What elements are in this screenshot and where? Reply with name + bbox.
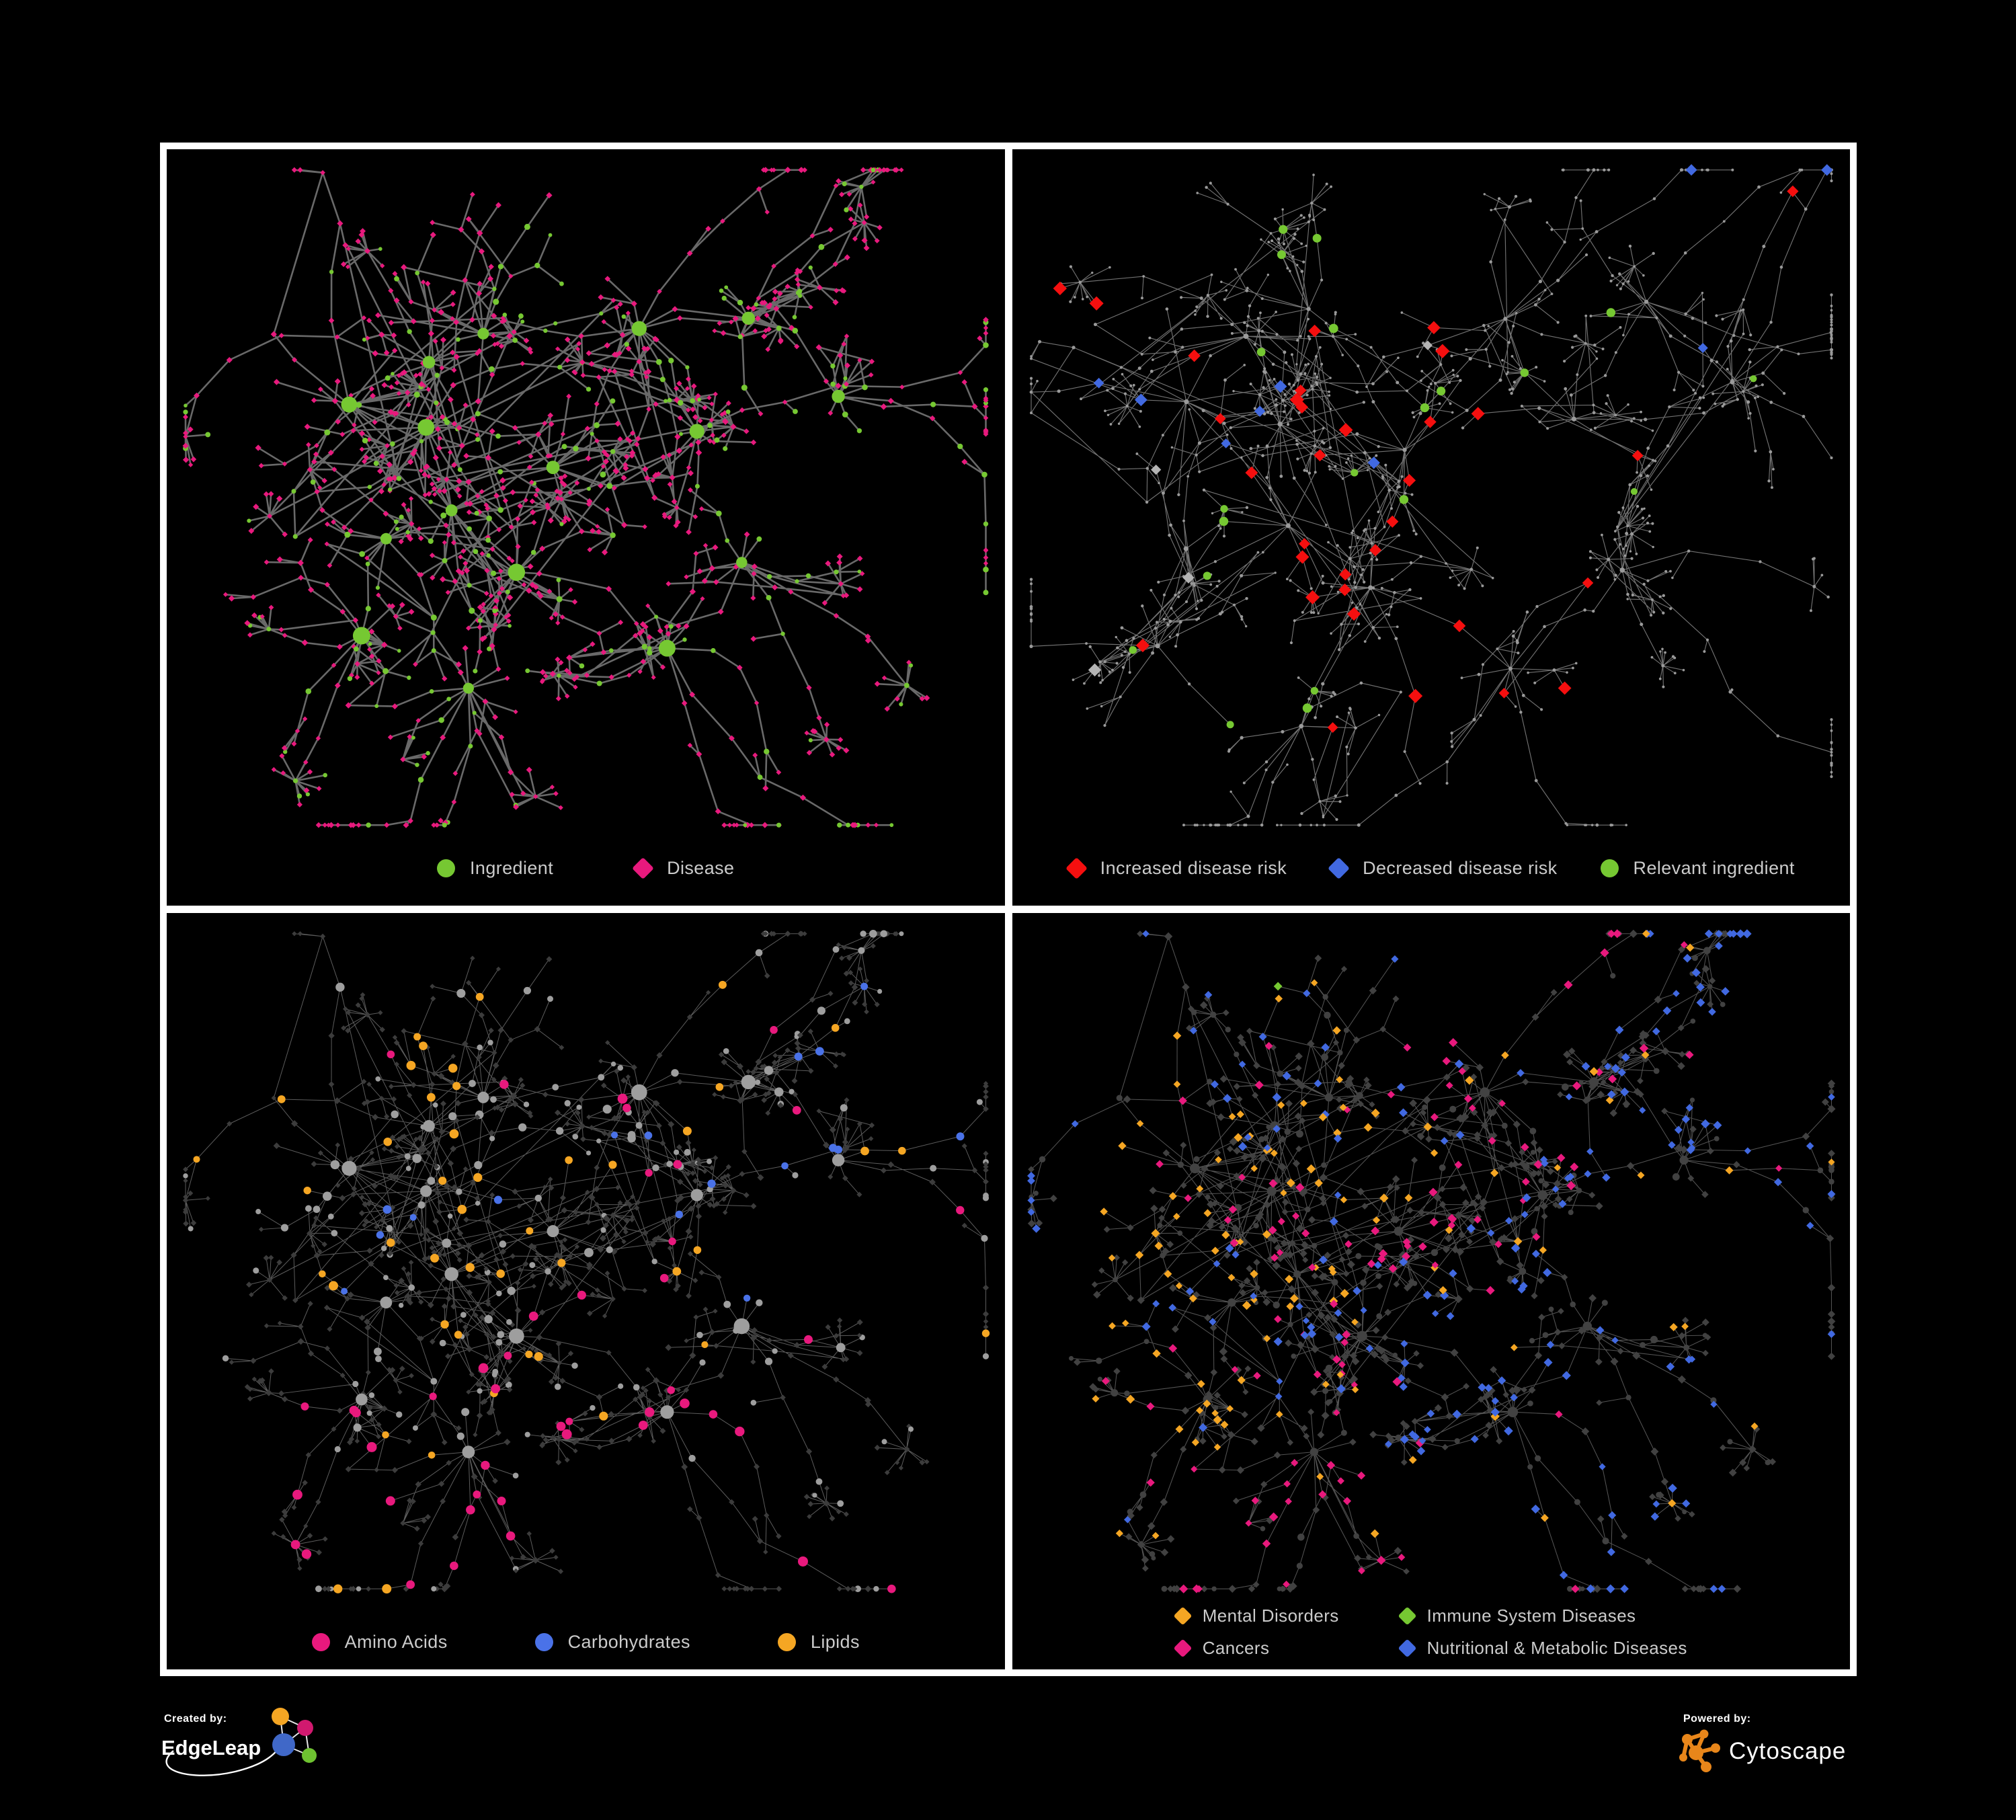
legend-label: Relevant ingredient [1633, 858, 1795, 878]
cytoscape-brand-text: Cytoscape [1729, 1738, 1846, 1764]
edgeleap-node-green [302, 1748, 317, 1763]
legend-label: Increased disease risk [1100, 858, 1287, 878]
ingredient-circle-icon [437, 859, 456, 877]
legend-disease-risk: Increased disease risk Decreased disease… [1012, 857, 1851, 879]
nutritional-metabolic-diamond-icon [1398, 1638, 1417, 1658]
cancers-diamond-icon [1173, 1638, 1193, 1658]
legend-item-ingredient: Ingredient [437, 858, 553, 879]
increased-risk-diamond-icon [1065, 857, 1088, 879]
legend-label: Disease [667, 858, 735, 878]
network-disease-category [1026, 929, 1836, 1593]
immune-system-diamond-icon [1398, 1606, 1417, 1626]
carbohydrates-circle-icon [534, 1633, 553, 1651]
legend-item-disease: Disease [632, 857, 735, 879]
legend-item-nutritional-metabolic-diseases: Nutritional & Metabolic Diseases [1398, 1638, 1687, 1659]
edgeleap-swoosh [165, 1741, 284, 1776]
legend-item-lipids: Lipids [777, 1632, 860, 1653]
legend-label: Lipids [810, 1632, 860, 1652]
legend-disease-category: Mental Disorders Immune System Diseases … [1012, 1606, 1851, 1659]
poster-frame: Ingredient Disease Increased disease ris… [160, 143, 1857, 1676]
legend-item-decreased-risk: Decreased disease risk [1328, 857, 1558, 879]
legend-label: Mental Disorders [1202, 1606, 1339, 1626]
edgeleap-node-pink [297, 1720, 313, 1736]
legend-item-immune-system-diseases: Immune System Diseases [1398, 1606, 1687, 1626]
legend-label: Nutritional & Metabolic Diseases [1426, 1638, 1687, 1658]
legend-item-mental-disorders: Mental Disorders [1173, 1606, 1339, 1626]
network-disease-risk [1029, 164, 1833, 827]
legend-ingredient-disease: Ingredient Disease [167, 857, 1005, 879]
legend-label: Carbohydrates [567, 1632, 690, 1652]
network-ingredient-disease [182, 166, 989, 828]
amino-acids-circle-icon [311, 1633, 330, 1651]
created-by-label: Created by: [164, 1713, 227, 1725]
disease-diamond-icon [632, 857, 655, 879]
network-ingredient-category [182, 929, 990, 1594]
legend-ingredient-category: Amino Acids Carbohydrates Lipids [167, 1632, 1005, 1653]
panel-disease-category: Mental Disorders Immune System Diseases … [1012, 913, 1851, 1669]
cytoscape-logo: Powered by: Cytoscape [1674, 1701, 1869, 1788]
legend-item-amino-acids: Amino Acids [311, 1632, 448, 1653]
legend-label: Cancers [1202, 1638, 1270, 1658]
panel-ingredient-category: Amino Acids Carbohydrates Lipids [167, 913, 1005, 1669]
mental-disorders-diamond-icon [1173, 1606, 1193, 1626]
relevant-ingredient-circle-icon [1600, 859, 1619, 877]
legend-item-carbohydrates: Carbohydrates [534, 1632, 690, 1653]
edgeleap-node-orange [272, 1708, 289, 1725]
edgeleap-node-blue [272, 1733, 295, 1756]
legend-label: Decreased disease risk [1363, 858, 1558, 878]
legend-item-relevant-ingredient: Relevant ingredient [1600, 858, 1795, 879]
legend-label: Immune System Diseases [1426, 1606, 1636, 1626]
cytoscape-logo-graphic: Powered by: Cytoscape [1679, 1713, 1846, 1772]
legend-label: Ingredient [470, 858, 554, 878]
panel-disease-risk: Increased disease risk Decreased disease… [1012, 149, 1851, 906]
edgeleap-brand-text: EdgeLeap [161, 1736, 261, 1759]
powered-by-label: Powered by: [1683, 1713, 1751, 1725]
lipids-circle-icon [777, 1633, 796, 1651]
legend-item-cancers: Cancers [1173, 1638, 1339, 1659]
panel-ingredient-disease: Ingredient Disease [167, 149, 1005, 906]
legend-item-increased-risk: Increased disease risk [1065, 857, 1287, 879]
cytoscape-glyph [1679, 1729, 1720, 1772]
edgeleap-logo: Created by: EdgeLeap [153, 1701, 335, 1788]
edgeleap-logo-graphic: Created by: EdgeLeap [161, 1708, 317, 1776]
decreased-risk-diamond-icon [1328, 857, 1350, 879]
legend-label: Amino Acids [344, 1632, 448, 1652]
